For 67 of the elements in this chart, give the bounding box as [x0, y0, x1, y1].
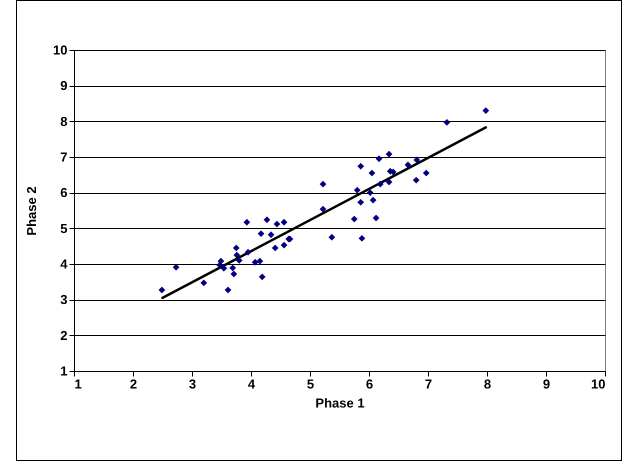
point [280, 242, 288, 248]
point [376, 155, 382, 162]
y-tick-label: 2 [60, 328, 68, 343]
y-tick-label: 1 [60, 364, 68, 378]
point [354, 186, 361, 194]
point [412, 176, 420, 184]
point [328, 234, 336, 241]
y-tick-label: 9 [60, 78, 68, 94]
y-tick-label: 4 [60, 256, 68, 272]
point [252, 258, 258, 266]
point [444, 119, 450, 126]
point [200, 280, 208, 286]
x-tick-label: 8 [484, 376, 492, 392]
y-tick-label: 10 [53, 42, 68, 58]
y-axis-title: Phase 2 [24, 186, 40, 236]
point [376, 180, 384, 188]
point [258, 273, 266, 280]
point [232, 244, 240, 252]
point [350, 216, 358, 222]
point [216, 262, 224, 268]
point [244, 218, 250, 226]
x-tick-label: 5 [306, 376, 314, 392]
point [372, 214, 380, 222]
point [236, 257, 243, 264]
point [172, 264, 180, 271]
y-tick-label: 8 [60, 114, 68, 129]
x-tick-label: 10 [591, 376, 606, 392]
point [358, 234, 366, 242]
point [233, 252, 240, 258]
x-tick-label: 4 [248, 376, 256, 392]
point [280, 218, 288, 226]
point [413, 156, 420, 164]
point [370, 196, 376, 204]
point [422, 170, 430, 176]
point [244, 248, 252, 256]
point [320, 206, 326, 212]
point [258, 230, 264, 238]
point [482, 107, 490, 114]
x-tick-label: 1 [74, 376, 82, 392]
point [386, 150, 392, 158]
point [386, 178, 392, 186]
point [158, 286, 166, 294]
point [368, 170, 376, 176]
point [320, 180, 326, 188]
point [220, 264, 228, 272]
y-tick-label: 3 [60, 292, 68, 308]
point [230, 270, 238, 278]
point [357, 198, 364, 206]
point [268, 231, 274, 238]
x-tick-label: 6 [366, 376, 374, 392]
x-tick-label: 9 [542, 376, 550, 392]
x-tick-label: 7 [424, 376, 432, 392]
y-tick-label: 6 [60, 185, 68, 200]
point [357, 162, 364, 170]
point [256, 258, 264, 264]
point [366, 189, 374, 196]
point [274, 220, 280, 228]
point [229, 264, 236, 272]
point [224, 286, 232, 294]
point [404, 161, 412, 168]
x-tick-label: 2 [130, 376, 138, 392]
x-axis-title: Phase 1 [315, 396, 365, 410]
x-tick-label: 3 [188, 376, 196, 392]
y-tick-label: 7 [60, 150, 68, 164]
point [272, 244, 279, 252]
y-tick-label: 5 [60, 220, 68, 236]
point [264, 216, 270, 224]
